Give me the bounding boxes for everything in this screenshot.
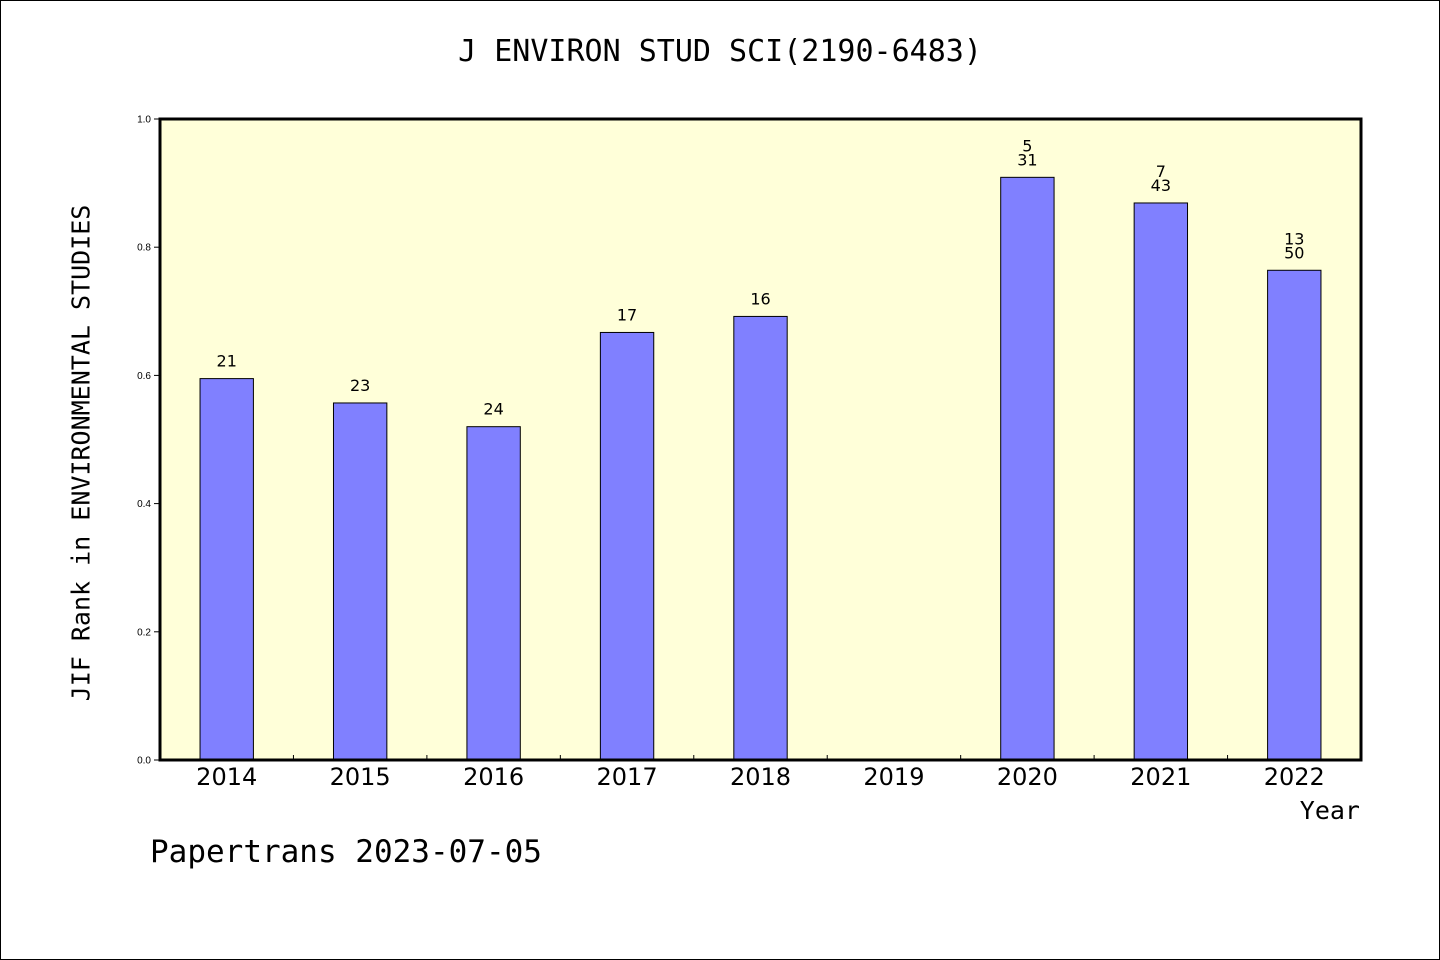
x-axis-label: Year bbox=[1299, 796, 1360, 825]
x-tick-label: 2018 bbox=[730, 763, 791, 791]
bar bbox=[599, 331, 655, 761]
y-tick-label: 0.8 bbox=[137, 243, 151, 254]
data-label: 23 bbox=[350, 376, 370, 395]
y-tick-label: 0.2 bbox=[137, 627, 151, 638]
x-tick-label: 2015 bbox=[330, 763, 391, 791]
data-label: 16 bbox=[750, 289, 770, 308]
bar bbox=[1000, 176, 1055, 761]
x-tick-label: 2020 bbox=[997, 763, 1058, 791]
bar bbox=[199, 378, 254, 761]
data-label: 21 bbox=[217, 352, 237, 371]
y-tick-label: 1.0 bbox=[137, 115, 151, 126]
footer-credit: Papertrans 2023-07-05 bbox=[150, 834, 542, 870]
y-tick-label: 0.0 bbox=[137, 756, 151, 767]
data-label: 17 bbox=[617, 305, 637, 324]
data-label: 24 bbox=[483, 400, 503, 419]
x-tick-label: 2016 bbox=[463, 763, 524, 791]
y-tick-label: 0.6 bbox=[137, 371, 151, 382]
x-tick-label: 2014 bbox=[196, 763, 257, 791]
data-label: 7 bbox=[1156, 162, 1166, 181]
x-tick-label: 2022 bbox=[1264, 763, 1325, 791]
bar bbox=[466, 426, 521, 761]
data-label: 50 bbox=[1284, 243, 1304, 262]
bar bbox=[733, 315, 788, 761]
bar bbox=[332, 402, 388, 761]
data-label: 43 bbox=[1151, 176, 1171, 195]
x-tick-label: 2021 bbox=[1130, 763, 1191, 791]
data-label: 31 bbox=[1017, 150, 1037, 169]
bar bbox=[1267, 269, 1322, 761]
x-tick-label: 2019 bbox=[863, 763, 924, 791]
data-label: 13 bbox=[1284, 229, 1304, 248]
data-label: 5 bbox=[1022, 136, 1032, 155]
chart-title: J ENVIRON STUD SCI(2190-6483) bbox=[458, 34, 982, 69]
x-tick-label: 2017 bbox=[597, 763, 658, 791]
bar bbox=[1133, 202, 1189, 761]
plot-border bbox=[158, 117, 1363, 762]
y-tick-label: 0.4 bbox=[137, 499, 151, 510]
